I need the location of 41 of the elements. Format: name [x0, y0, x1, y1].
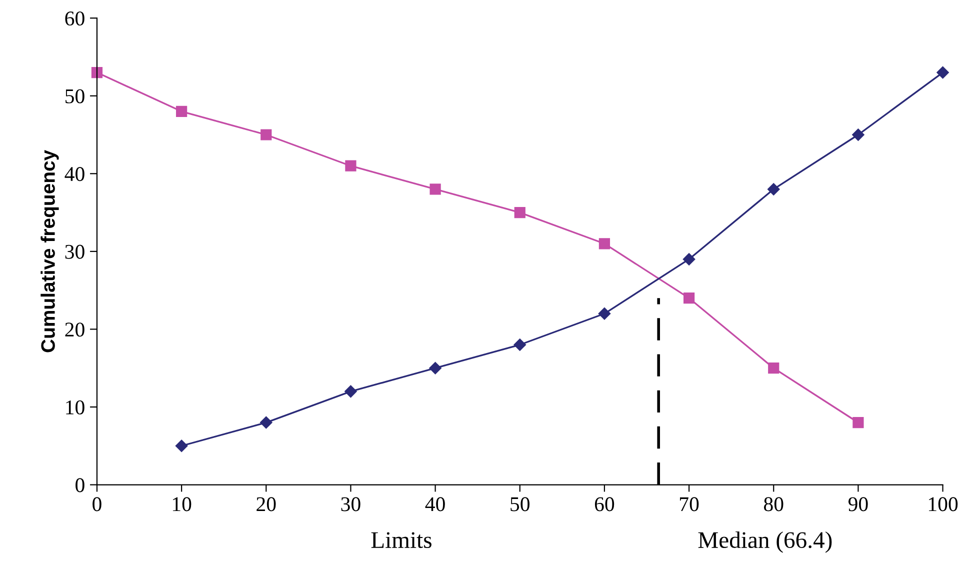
point [345, 160, 356, 172]
x-tick-label: 30 [341, 497, 360, 512]
x-tick-label: 60 [594, 497, 614, 512]
x-tick-label: 20 [256, 497, 276, 512]
point [344, 385, 357, 398]
y-tick-label: 40 [64, 167, 84, 182]
x-tick-label: 70 [680, 497, 699, 512]
y-tick-label: 10 [66, 400, 84, 414]
point [514, 338, 526, 351]
x-tick-label: 50 [510, 497, 530, 512]
y-tick-label: 20 [65, 322, 84, 337]
x-tick-label: 90 [848, 497, 868, 512]
y-tick-label: 30 [65, 244, 84, 259]
point [598, 308, 611, 320]
y-tick-label: 0 [76, 478, 84, 492]
point [683, 292, 695, 304]
y-tick-label: 60 [65, 11, 84, 26]
point [429, 362, 442, 374]
point [175, 440, 188, 452]
x-axis-title: Limits [371, 532, 432, 548]
point [430, 184, 441, 195]
point [260, 416, 272, 429]
point [598, 238, 610, 250]
x-tick-label: 80 [764, 497, 784, 512]
x-tick-label: 100 [928, 497, 958, 512]
point [682, 253, 696, 266]
point [768, 183, 780, 196]
x-tick-label: 10 [172, 497, 192, 512]
y-tick-label: 50 [66, 89, 84, 104]
point [768, 362, 780, 374]
point [176, 106, 188, 117]
point [91, 66, 103, 78]
x-tick-label: 0 [92, 497, 102, 512]
point [852, 416, 864, 428]
point [852, 128, 864, 141]
text: Median (66.4) [698, 531, 832, 553]
point [514, 206, 526, 218]
point [936, 66, 949, 79]
y-axis-title: Cumulative frequency [40, 150, 59, 352]
point [260, 129, 272, 140]
x-tick-label: 40 [425, 497, 445, 512]
